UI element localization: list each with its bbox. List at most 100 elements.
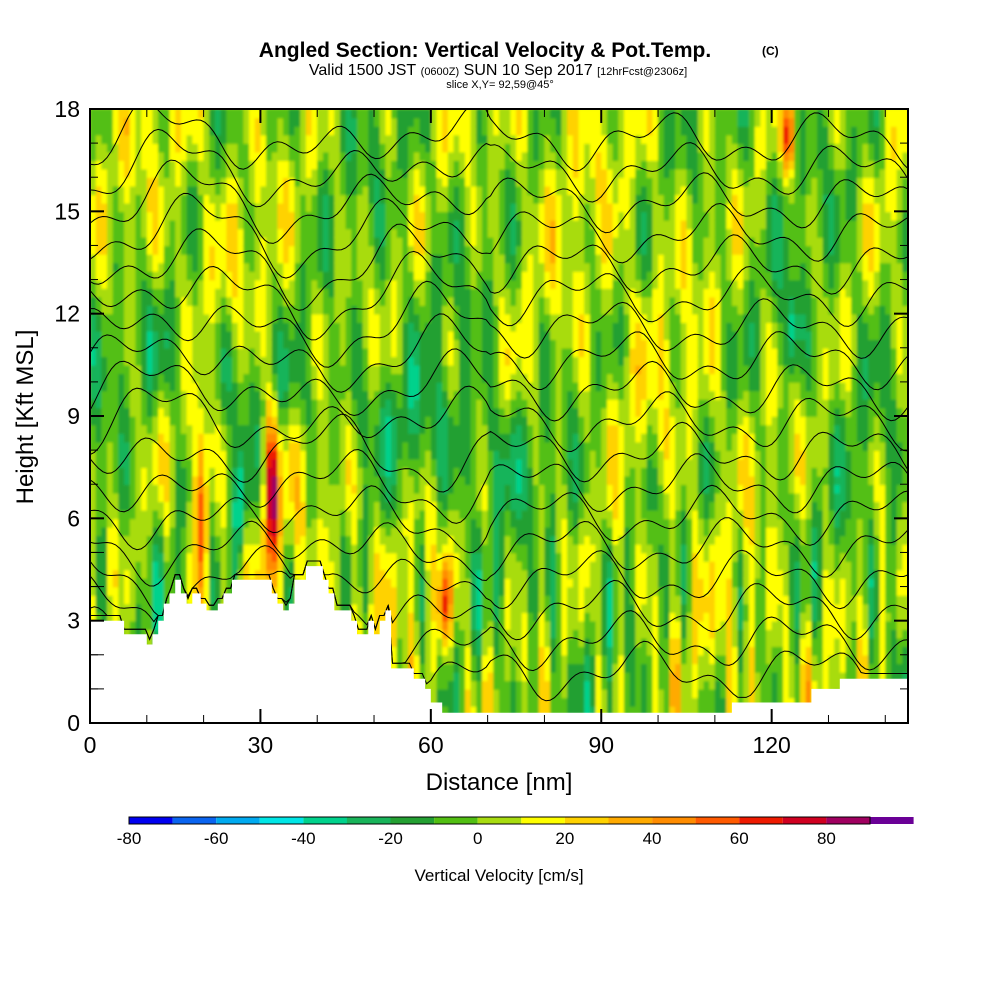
velocity-cell: [237, 228, 245, 238]
velocity-cell: [260, 177, 267, 187]
velocity-cell: [220, 484, 228, 494]
velocity-cell: [470, 663, 478, 673]
velocity-cell: [220, 177, 228, 187]
velocity-cell: [237, 398, 245, 409]
velocity-cell: [266, 535, 273, 545]
velocity-cell: [317, 509, 324, 520]
velocity-cell: [334, 305, 341, 315]
velocity-cell: [141, 339, 148, 349]
velocity-cell: [391, 637, 398, 648]
velocity-cell: [391, 151, 398, 161]
velocity-cell: [396, 202, 404, 213]
velocity-cell: [197, 211, 205, 221]
subtitle-valid: Valid 1500 JST: [309, 62, 417, 79]
velocity-cell: [402, 185, 409, 196]
velocity-cell: [288, 595, 296, 605]
velocity-cell: [107, 339, 114, 349]
velocity-cell: [351, 509, 358, 520]
velocity-cell: [436, 313, 443, 323]
velocity-cell: [203, 126, 211, 136]
velocity-cell: [192, 509, 199, 520]
velocity-cell: [118, 441, 125, 451]
velocity-cell: [129, 245, 137, 255]
velocity-cell: [209, 288, 216, 298]
velocity-cell: [470, 688, 478, 699]
velocity-cell: [180, 390, 188, 400]
velocity-cell: [425, 612, 432, 622]
velocity-cell: [192, 219, 199, 230]
velocity-cell: [470, 177, 478, 187]
velocity-cell: [146, 629, 154, 639]
velocity-cell: [374, 288, 381, 298]
velocity-cell: [101, 441, 108, 451]
velocity-cell: [351, 381, 358, 392]
velocity-cell: [90, 177, 97, 187]
velocity-cell: [436, 253, 443, 264]
velocity-cell: [322, 143, 330, 153]
velocity-cell: [430, 151, 438, 161]
velocity-cell: [180, 219, 188, 230]
velocity-cell: [447, 535, 455, 545]
velocity-cell: [175, 202, 182, 213]
velocity-cell: [243, 253, 250, 264]
velocity-cell: [396, 595, 404, 605]
velocity-cell: [129, 296, 137, 306]
velocity-cell: [447, 194, 455, 204]
velocity-cell: [158, 288, 165, 298]
velocity-cell: [169, 526, 177, 537]
velocity-cell: [453, 288, 461, 298]
velocity-cell: [425, 663, 432, 673]
velocity-cell: [368, 364, 375, 375]
velocity-cell: [334, 492, 341, 503]
velocity-cell: [391, 416, 398, 426]
velocity-cell: [107, 288, 114, 298]
velocity-cell: [345, 398, 353, 409]
velocity-cell: [305, 398, 313, 409]
velocity-cell: [408, 518, 415, 528]
velocity-cell: [459, 416, 466, 426]
velocity-cell: [226, 262, 233, 272]
velocity-cell: [430, 560, 438, 571]
velocity-cell: [328, 518, 336, 528]
velocity-cell: [129, 194, 137, 204]
velocity-cell: [413, 356, 421, 366]
velocity-cell: [260, 543, 267, 554]
velocity-cell: [158, 339, 165, 349]
velocity-cell: [112, 296, 120, 306]
velocity-cell: [294, 484, 301, 494]
velocity-cell: [203, 151, 211, 161]
velocity-cell: [192, 322, 199, 332]
velocity-cell: [476, 450, 483, 460]
velocity-cell: [141, 185, 148, 196]
velocity-cell: [203, 390, 211, 400]
velocity-cell: [175, 134, 182, 144]
velocity-cell: [124, 484, 131, 494]
velocity-cell: [112, 390, 120, 400]
velocity-cell: [180, 185, 188, 196]
velocity-cell: [271, 416, 279, 426]
velocity-cell: [203, 424, 211, 434]
velocity-cell: [152, 424, 159, 434]
velocity-cell: [300, 424, 307, 434]
velocity-cell: [300, 313, 307, 323]
velocity-cell: [141, 330, 148, 341]
velocity-cell: [368, 228, 375, 238]
velocity-cell: [425, 381, 432, 392]
velocity-cell: [413, 202, 421, 213]
velocity-cell: [249, 134, 256, 144]
velocity-cell: [379, 177, 387, 187]
velocity-cell: [442, 364, 449, 375]
velocity-cell: [464, 347, 472, 358]
velocity-cell: [436, 398, 443, 409]
velocity-cell: [163, 390, 171, 400]
velocity-cell: [464, 339, 472, 349]
velocity-cell: [209, 364, 216, 375]
velocity-cell: [163, 168, 171, 179]
velocity-cell: [356, 416, 364, 426]
velocity-cell: [112, 484, 120, 494]
velocity-cell: [408, 441, 415, 451]
velocity-cell: [197, 569, 205, 579]
velocity-cell: [322, 509, 330, 520]
velocity-cell: [334, 185, 341, 196]
velocity-cell: [396, 305, 404, 315]
